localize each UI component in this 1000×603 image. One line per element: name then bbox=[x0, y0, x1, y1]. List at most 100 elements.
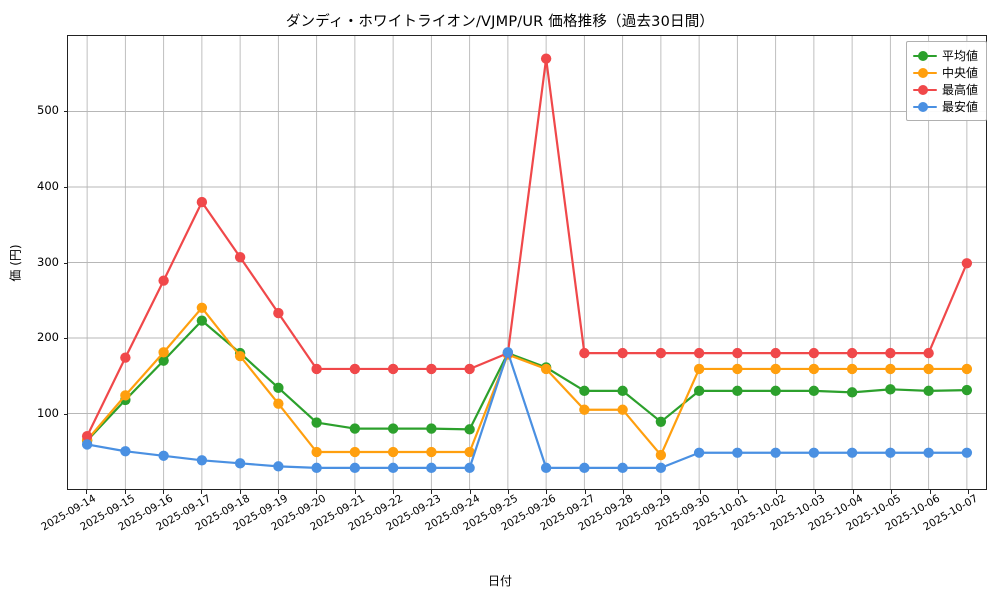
y-tick-mark bbox=[63, 414, 67, 416]
gridlines bbox=[68, 36, 986, 489]
data-point bbox=[540, 363, 552, 375]
data-point bbox=[158, 450, 169, 461]
data-point bbox=[387, 462, 399, 474]
x-tick-mark bbox=[431, 490, 433, 494]
data-point bbox=[617, 347, 628, 359]
data-point bbox=[885, 447, 896, 458]
y-tick-mark bbox=[63, 262, 67, 264]
x-tick-mark bbox=[316, 490, 318, 494]
data-point bbox=[770, 385, 781, 397]
y-tick-mark bbox=[63, 338, 67, 340]
data-point bbox=[81, 439, 93, 450]
data-point bbox=[311, 446, 322, 458]
data-point bbox=[846, 347, 858, 359]
series-0 bbox=[81, 315, 973, 446]
data-point bbox=[158, 355, 169, 366]
x-tick-mark bbox=[737, 490, 739, 494]
x-tick-mark bbox=[507, 490, 509, 494]
data-point bbox=[885, 347, 896, 359]
legend-marker-icon bbox=[912, 50, 937, 62]
legend-item-1[interactable]: 中央値 bbox=[912, 64, 978, 81]
data-point bbox=[808, 363, 820, 375]
data-point bbox=[770, 447, 781, 458]
series-2 bbox=[81, 53, 973, 442]
series-line bbox=[86, 306, 968, 457]
data-point bbox=[961, 258, 973, 269]
data-point bbox=[540, 462, 552, 474]
series-3 bbox=[81, 347, 973, 474]
y-tick-label: 500 bbox=[37, 102, 59, 117]
series-line bbox=[86, 351, 968, 469]
x-tick-mark bbox=[852, 490, 854, 494]
data-point bbox=[885, 363, 896, 375]
legend-item-2[interactable]: 最高値 bbox=[912, 81, 978, 98]
data-point bbox=[426, 446, 437, 458]
data-point bbox=[158, 347, 169, 358]
chart-legend: 平均値中央値 最高値 最安値 bbox=[905, 41, 987, 121]
data-point bbox=[732, 363, 743, 375]
data-point bbox=[808, 347, 820, 359]
data-point bbox=[540, 53, 552, 64]
data-point bbox=[655, 449, 667, 461]
data-point bbox=[120, 390, 131, 401]
data-point bbox=[846, 447, 858, 458]
data-point bbox=[617, 404, 628, 415]
data-point bbox=[655, 462, 667, 474]
data-point bbox=[579, 404, 590, 415]
legend-item-3[interactable]: 最安値 bbox=[912, 98, 978, 115]
data-point bbox=[387, 363, 399, 375]
legend-item-0[interactable]: 平均値 bbox=[912, 47, 978, 64]
data-point bbox=[693, 347, 705, 359]
data-point bbox=[846, 387, 858, 398]
data-point bbox=[579, 462, 590, 474]
x-tick-mark bbox=[814, 490, 816, 494]
plot-area bbox=[67, 35, 987, 490]
x-tick-mark bbox=[967, 490, 969, 494]
chart-title: ダンディ・ホワイトライオン/VJMP/UR 価格推移（過去30日間） bbox=[285, 14, 715, 30]
data-point bbox=[923, 363, 934, 375]
x-tick-mark bbox=[929, 490, 931, 494]
data-point bbox=[426, 363, 437, 375]
data-point bbox=[732, 347, 743, 359]
series-line bbox=[86, 319, 968, 442]
data-point bbox=[502, 347, 514, 358]
data-point bbox=[961, 447, 973, 458]
x-tick-mark bbox=[201, 490, 203, 494]
data-point bbox=[464, 446, 475, 458]
legend-marker-icon bbox=[912, 84, 937, 96]
data-point bbox=[196, 315, 208, 326]
data-point bbox=[120, 446, 131, 457]
data-point bbox=[579, 385, 590, 397]
data-point bbox=[120, 352, 131, 363]
y-tick-label: 200 bbox=[37, 330, 59, 345]
legend-label: 中央値 bbox=[941, 66, 978, 80]
data-point bbox=[196, 302, 208, 313]
data-point bbox=[311, 417, 322, 428]
x-tick-mark bbox=[622, 490, 624, 494]
data-point bbox=[808, 385, 820, 397]
x-tick-mark bbox=[354, 490, 356, 494]
x-tick-mark bbox=[277, 490, 279, 494]
data-point bbox=[273, 307, 284, 319]
x-tick-mark bbox=[239, 490, 241, 494]
legend-marker-icon bbox=[912, 67, 937, 79]
data-point bbox=[961, 363, 973, 375]
data-point bbox=[81, 430, 93, 442]
series-1 bbox=[81, 302, 973, 461]
x-tick-mark bbox=[891, 490, 893, 494]
data-point bbox=[349, 446, 361, 458]
data-point bbox=[196, 196, 208, 208]
data-point bbox=[273, 461, 284, 472]
data-point bbox=[464, 424, 475, 435]
data-point bbox=[311, 363, 322, 375]
y-tick-mark bbox=[63, 186, 67, 188]
data-point bbox=[311, 462, 322, 474]
series-line bbox=[86, 57, 968, 438]
data-point bbox=[655, 416, 667, 427]
data-point bbox=[923, 347, 934, 359]
plot-svg bbox=[68, 36, 986, 489]
data-point bbox=[234, 252, 246, 263]
data-point bbox=[885, 384, 896, 395]
data-point bbox=[273, 398, 284, 409]
